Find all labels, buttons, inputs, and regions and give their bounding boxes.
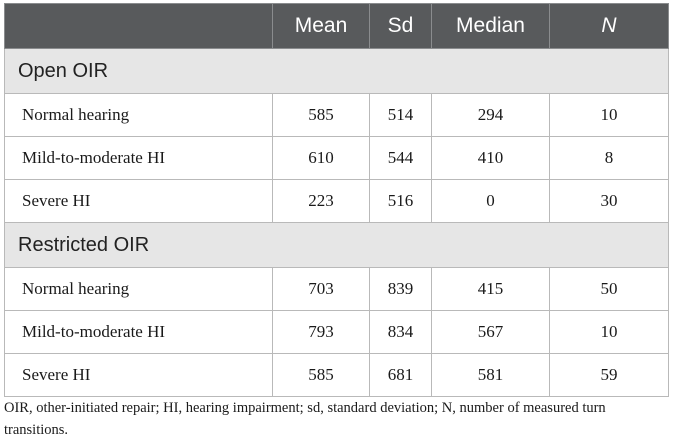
- table-row: Normal hearing 703 839 415 50: [4, 267, 669, 311]
- cell-n: 10: [549, 93, 669, 137]
- cell-median: 567: [431, 310, 550, 354]
- cell-mean: 585: [272, 93, 370, 137]
- section-row-restricted-oir: Restricted OIR: [4, 222, 669, 268]
- table-row: Severe HI 223 516 0 30: [4, 179, 669, 223]
- cell-n: 50: [549, 267, 669, 311]
- table-row: Severe HI 585 681 581 59: [4, 353, 669, 397]
- cell-median: 581: [431, 353, 550, 397]
- cell-mean: 223: [272, 179, 370, 223]
- header-empty: [4, 3, 273, 49]
- cell-sd: 839: [369, 267, 432, 311]
- row-label: Mild-to-moderate HI: [4, 136, 273, 180]
- section-title: Restricted OIR: [4, 222, 669, 268]
- row-label: Normal hearing: [4, 267, 273, 311]
- cell-sd: 544: [369, 136, 432, 180]
- cell-mean: 793: [272, 310, 370, 354]
- table-row: Normal hearing 585 514 294 10: [4, 93, 669, 137]
- header-sd: Sd: [369, 3, 432, 49]
- cell-sd: 681: [369, 353, 432, 397]
- statistics-table: Mean Sd Median N Open OIR Normal hearing…: [4, 3, 669, 397]
- section-row-open-oir: Open OIR: [4, 48, 669, 94]
- cell-n: 30: [549, 179, 669, 223]
- header-median: Median: [431, 3, 550, 49]
- cell-median: 410: [431, 136, 550, 180]
- row-label: Normal hearing: [4, 93, 273, 137]
- cell-mean: 585: [272, 353, 370, 397]
- cell-sd: 514: [369, 93, 432, 137]
- header-row: Mean Sd Median N: [4, 3, 669, 49]
- cell-median: 0: [431, 179, 550, 223]
- header-n: N: [549, 3, 669, 49]
- header-mean: Mean: [272, 3, 370, 49]
- cell-n: 59: [549, 353, 669, 397]
- row-label: Mild-to-moderate HI: [4, 310, 273, 354]
- cell-mean: 703: [272, 267, 370, 311]
- cell-n: 10: [549, 310, 669, 354]
- data-table-container: Mean Sd Median N Open OIR Normal hearing…: [4, 3, 669, 397]
- cell-sd: 516: [369, 179, 432, 223]
- cell-sd: 834: [369, 310, 432, 354]
- table-row: Mild-to-moderate HI 610 544 410 8: [4, 136, 669, 180]
- table-footnote: OIR, other-initiated repair; HI, hearing…: [4, 400, 606, 438]
- table-row: Mild-to-moderate HI 793 834 567 10: [4, 310, 669, 354]
- cell-mean: 610: [272, 136, 370, 180]
- cell-n: 8: [549, 136, 669, 180]
- cell-median: 415: [431, 267, 550, 311]
- section-title: Open OIR: [4, 48, 669, 94]
- row-label: Severe HI: [4, 179, 273, 223]
- row-label: Severe HI: [4, 353, 273, 397]
- cell-median: 294: [431, 93, 550, 137]
